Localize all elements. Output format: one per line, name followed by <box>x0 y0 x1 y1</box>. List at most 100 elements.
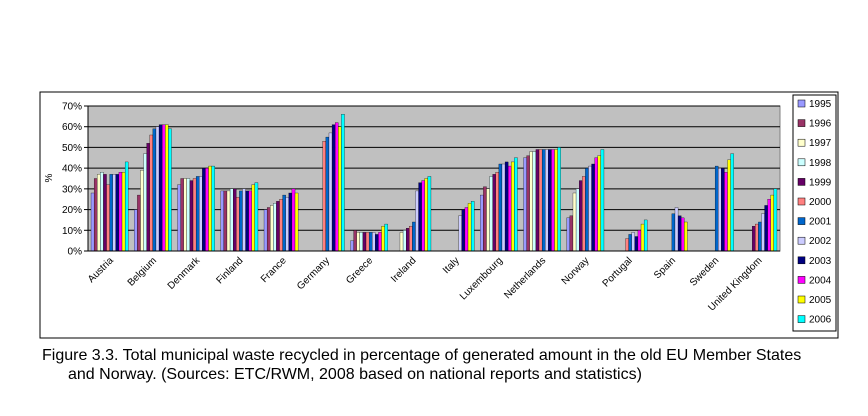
bar <box>755 223 759 252</box>
bar <box>134 209 138 252</box>
bar <box>331 124 336 252</box>
bar <box>276 201 280 252</box>
y-tick-label: 70% <box>62 102 82 113</box>
bar <box>461 209 466 252</box>
bar <box>402 230 407 252</box>
bar <box>681 217 685 252</box>
bar <box>770 194 775 252</box>
legend-swatch <box>797 295 806 304</box>
bar <box>532 151 537 252</box>
legend-label: 1999 <box>809 177 832 188</box>
bar <box>229 188 234 252</box>
bar <box>356 232 360 252</box>
bar <box>538 149 543 252</box>
bar <box>551 149 555 252</box>
legend-label: 2002 <box>809 236 832 247</box>
bar <box>409 225 413 252</box>
bar <box>677 215 682 252</box>
bar <box>572 192 577 252</box>
bar <box>464 207 469 252</box>
bar <box>492 174 496 252</box>
bar <box>155 126 160 252</box>
bar <box>412 221 416 252</box>
legend-swatch <box>797 236 806 245</box>
bar <box>189 180 194 252</box>
bar <box>758 221 762 252</box>
bar <box>637 230 642 252</box>
bar <box>202 167 206 252</box>
legend-label: 2005 <box>809 295 832 306</box>
bar <box>415 190 419 252</box>
bar <box>273 203 277 252</box>
legend-label: 2000 <box>809 197 832 208</box>
bar <box>180 178 184 252</box>
bar <box>359 232 364 252</box>
legend-label: 2006 <box>809 315 832 326</box>
bar <box>541 149 546 252</box>
legend-label: 1995 <box>809 99 832 110</box>
bar <box>421 180 425 252</box>
y-tick-label: 10% <box>62 226 82 237</box>
bar <box>162 124 166 252</box>
bar <box>625 238 629 252</box>
legend-swatch <box>797 99 806 108</box>
bar <box>545 149 549 252</box>
bar <box>427 176 432 252</box>
bar <box>714 165 719 252</box>
bar <box>186 178 191 252</box>
bar <box>643 219 648 252</box>
legend-label: 1998 <box>809 158 832 169</box>
y-tick-label: 20% <box>62 205 82 216</box>
bar <box>140 170 144 252</box>
bar <box>350 240 354 252</box>
bar <box>535 149 540 252</box>
bar <box>585 167 589 252</box>
bar <box>501 163 506 252</box>
bar <box>458 215 462 252</box>
bar <box>418 182 422 252</box>
bar <box>263 209 268 252</box>
bar <box>381 225 385 252</box>
bar <box>103 174 107 252</box>
y-tick-label: 50% <box>62 143 82 154</box>
bar <box>115 174 120 252</box>
bar <box>183 178 187 252</box>
bar <box>511 161 515 252</box>
caption: Figure 3.3. Total municipal waste recycl… <box>42 347 802 383</box>
bar <box>322 141 327 252</box>
bar <box>514 157 518 252</box>
bar <box>97 174 101 252</box>
bar <box>242 188 246 252</box>
chart: % 0%10%20%30%40%50%60%70%Austria Belgium D… <box>39 91 839 339</box>
bar <box>245 190 249 252</box>
bar <box>526 155 530 252</box>
bar <box>199 176 203 252</box>
legend-swatch <box>797 256 806 265</box>
bar <box>752 225 756 252</box>
bar <box>529 151 533 252</box>
bar <box>406 228 410 252</box>
bar <box>399 232 404 252</box>
legend-swatch <box>797 276 806 284</box>
bar <box>291 188 296 252</box>
legend-swatch <box>797 197 806 206</box>
legend-swatch <box>797 138 806 147</box>
bar <box>279 199 283 252</box>
bar <box>294 192 299 252</box>
bar <box>288 192 293 252</box>
bar <box>149 134 154 252</box>
legend-label: 2003 <box>809 256 832 267</box>
bar <box>718 167 722 252</box>
bar <box>470 201 475 252</box>
bar <box>761 213 765 252</box>
bar <box>100 172 104 252</box>
bar <box>548 149 552 252</box>
bar <box>118 172 123 252</box>
bar <box>365 232 370 252</box>
bar <box>223 190 228 252</box>
bar <box>764 205 768 252</box>
bar <box>239 190 243 252</box>
bar <box>569 215 574 252</box>
bar <box>266 207 271 252</box>
